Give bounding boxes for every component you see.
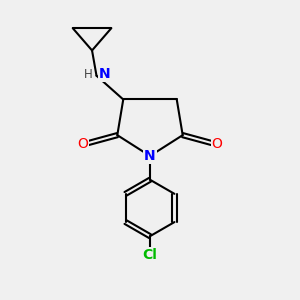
Text: N: N [144,149,156,163]
Text: Cl: Cl [142,248,158,262]
Text: H: H [84,68,93,81]
Text: O: O [212,137,222,151]
Text: O: O [78,137,88,151]
Text: N: N [99,67,110,81]
